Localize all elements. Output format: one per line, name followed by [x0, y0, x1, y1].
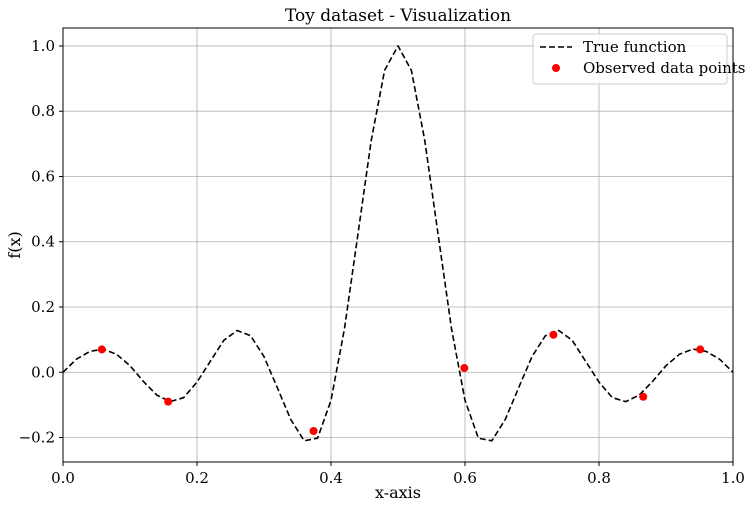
y-axis-label: f(x) — [5, 231, 24, 258]
observed-data-point — [639, 392, 648, 401]
observed-data-point — [97, 345, 106, 354]
y-tick-label: 0.0 — [31, 363, 55, 381]
legend-label-observed-points: Observed data points — [583, 59, 745, 77]
x-tick-label: 1.0 — [721, 469, 745, 487]
x-tick-label: 0.0 — [51, 469, 75, 487]
y-tick-label: 0.6 — [31, 167, 55, 185]
legend: True function Observed data points — [532, 33, 745, 85]
y-tick-label: 0.2 — [31, 298, 55, 316]
plot-data-layer — [62, 45, 734, 442]
y-axis-ticks: −0.2 0.0 0.2 0.4 0.6 0.8 1.0 — [19, 37, 63, 447]
y-tick-label: −0.2 — [19, 429, 55, 447]
legend-label-true-function: True function — [583, 38, 687, 56]
observed-data-point — [549, 330, 558, 339]
y-tick-label: 0.4 — [31, 233, 55, 251]
observed-data-point — [164, 397, 173, 406]
grid-lines — [62, 28, 734, 462]
true-function-line — [62, 45, 734, 442]
x-axis-ticks: 0.0 0.2 0.4 0.6 0.8 1.0 — [51, 462, 745, 487]
legend-marker-swatch — [552, 64, 560, 72]
legend-box — [532, 33, 728, 85]
plot-frame — [62, 27, 734, 463]
observed-data-point — [460, 364, 469, 373]
chart-title: Toy dataset - Visualization — [285, 6, 511, 26]
x-axis-label: x-axis — [375, 483, 421, 502]
x-tick-label: 0.2 — [185, 469, 209, 487]
x-tick-label: 0.6 — [453, 469, 477, 487]
observed-data-point — [309, 427, 318, 435]
x-tick-label: 0.4 — [319, 469, 343, 487]
y-tick-label: 0.8 — [31, 102, 55, 120]
y-tick-label: 1.0 — [31, 37, 55, 55]
x-tick-label: 0.8 — [587, 469, 611, 487]
observed-data-point — [696, 345, 705, 354]
